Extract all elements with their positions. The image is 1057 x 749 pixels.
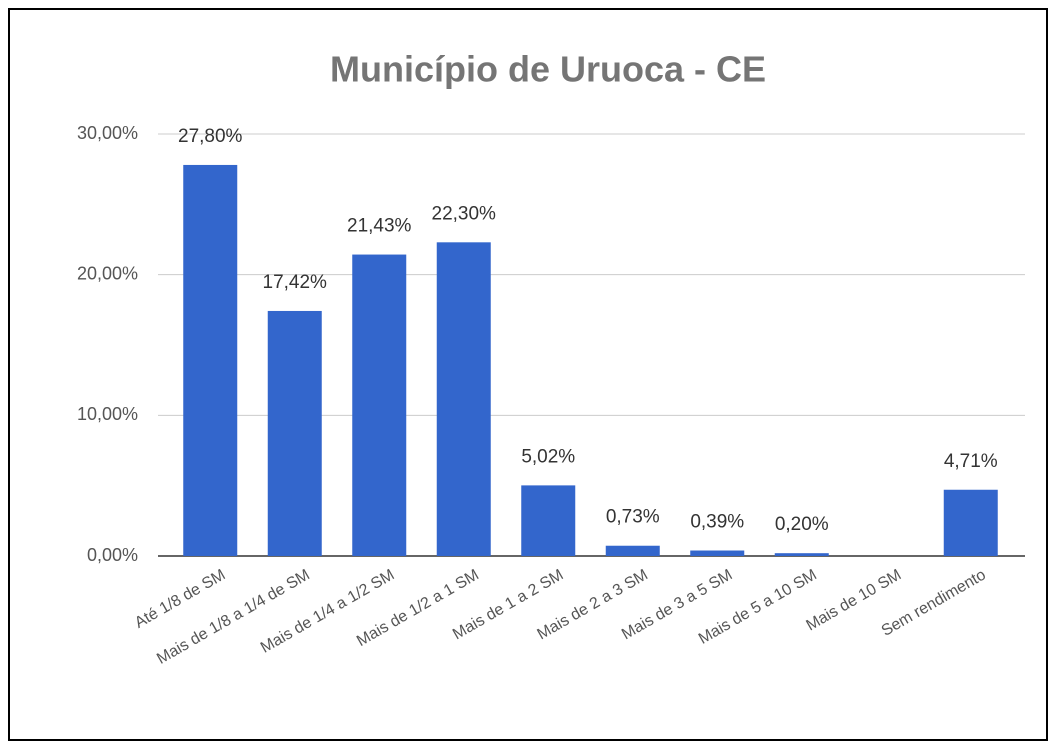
y-tick-label: 30,00%: [77, 123, 138, 143]
data-label: 27,80%: [178, 126, 243, 147]
data-label: 0,73%: [606, 507, 660, 528]
data-label: 0,39%: [690, 512, 744, 533]
chart-title: Município de Uruoca - CE: [330, 49, 766, 90]
chart-border: [8, 8, 1048, 741]
data-label: 0,20%: [775, 514, 829, 535]
bar: [943, 489, 998, 556]
bar: [267, 310, 322, 556]
bar: [690, 550, 745, 556]
data-label: 22,30%: [432, 203, 497, 224]
y-tick-label: 10,00%: [77, 404, 138, 424]
data-label: 4,71%: [944, 451, 998, 472]
bar: [605, 545, 660, 556]
bar: [774, 553, 829, 556]
y-tick-label: 0,00%: [87, 545, 138, 565]
y-tick-label: 20,00%: [77, 263, 138, 283]
bar: [436, 242, 491, 556]
bar: [352, 254, 407, 556]
data-label: 21,43%: [347, 216, 412, 237]
bar: [521, 485, 576, 556]
bar: [183, 164, 238, 557]
data-label: 5,02%: [521, 446, 575, 467]
data-label: 17,42%: [263, 272, 328, 293]
